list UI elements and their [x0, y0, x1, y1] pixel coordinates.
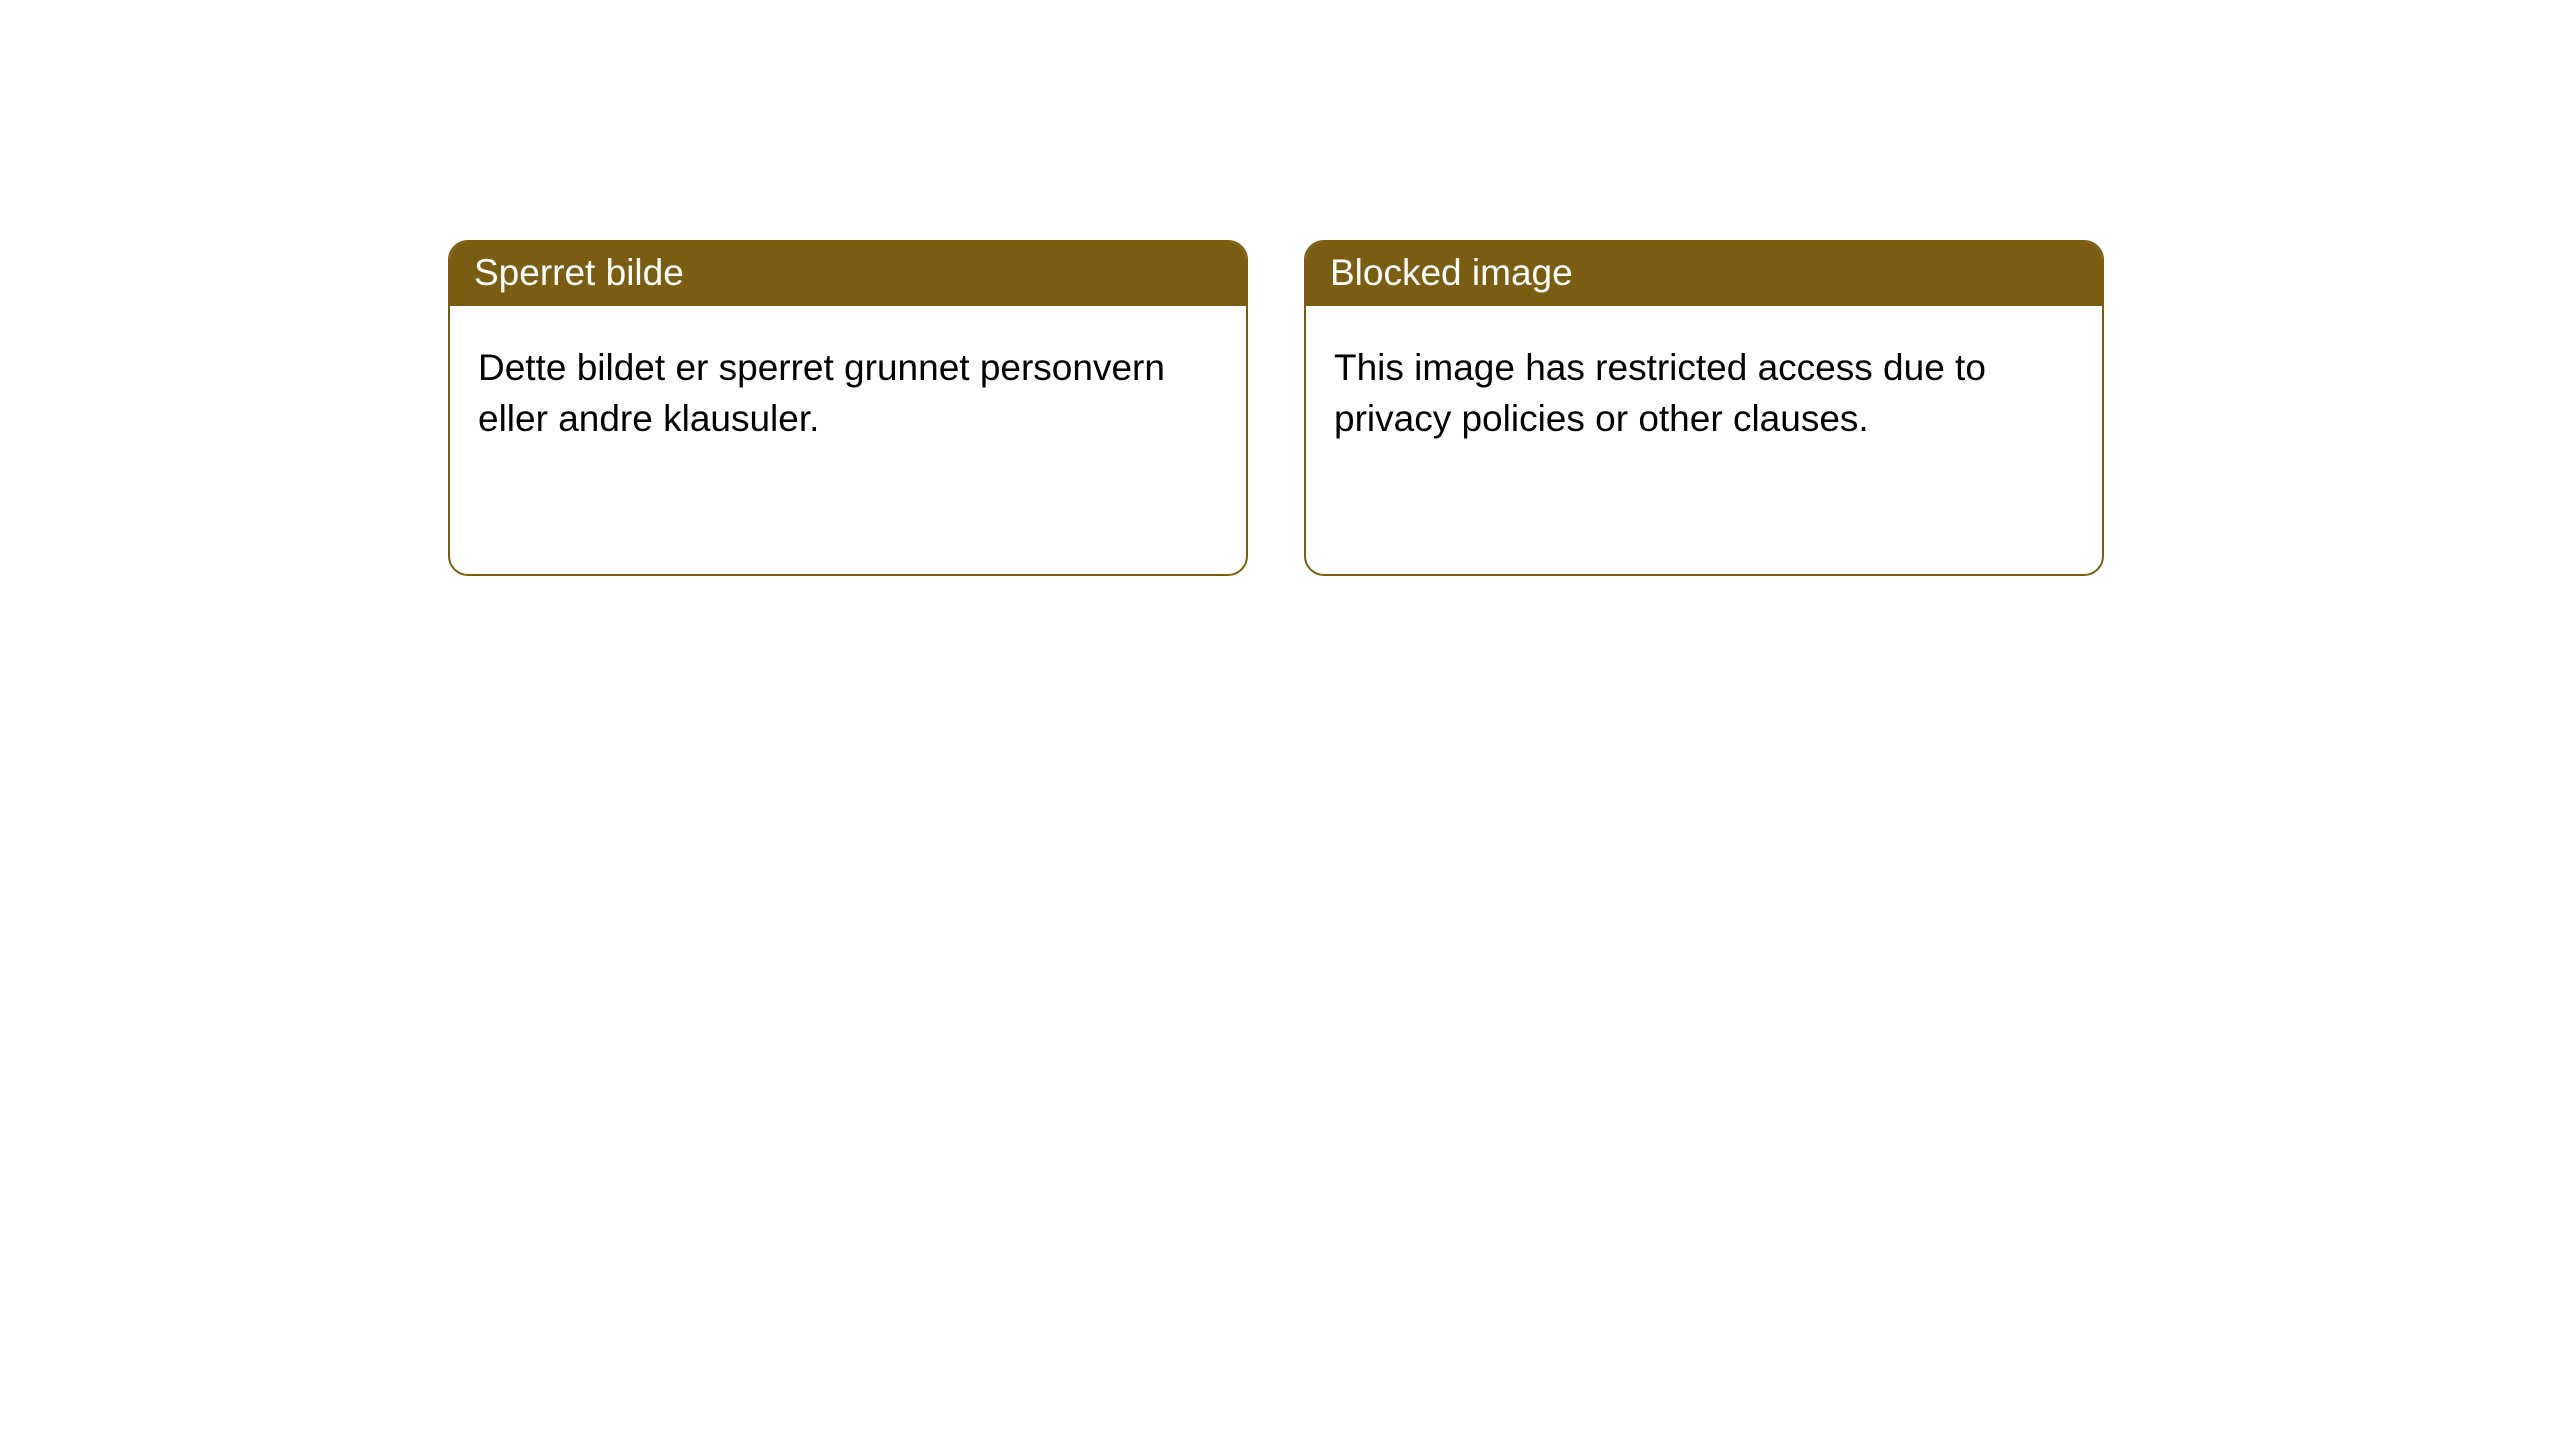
- notice-header: Sperret bilde: [450, 242, 1246, 306]
- notice-card-english: Blocked image This image has restricted …: [1304, 240, 2104, 576]
- notice-body: Dette bildet er sperret grunnet personve…: [450, 306, 1246, 480]
- notice-card-norwegian: Sperret bilde Dette bildet er sperret gr…: [448, 240, 1248, 576]
- notice-container: Sperret bilde Dette bildet er sperret gr…: [0, 0, 2560, 576]
- notice-body: This image has restricted access due to …: [1306, 306, 2102, 480]
- notice-header: Blocked image: [1306, 242, 2102, 306]
